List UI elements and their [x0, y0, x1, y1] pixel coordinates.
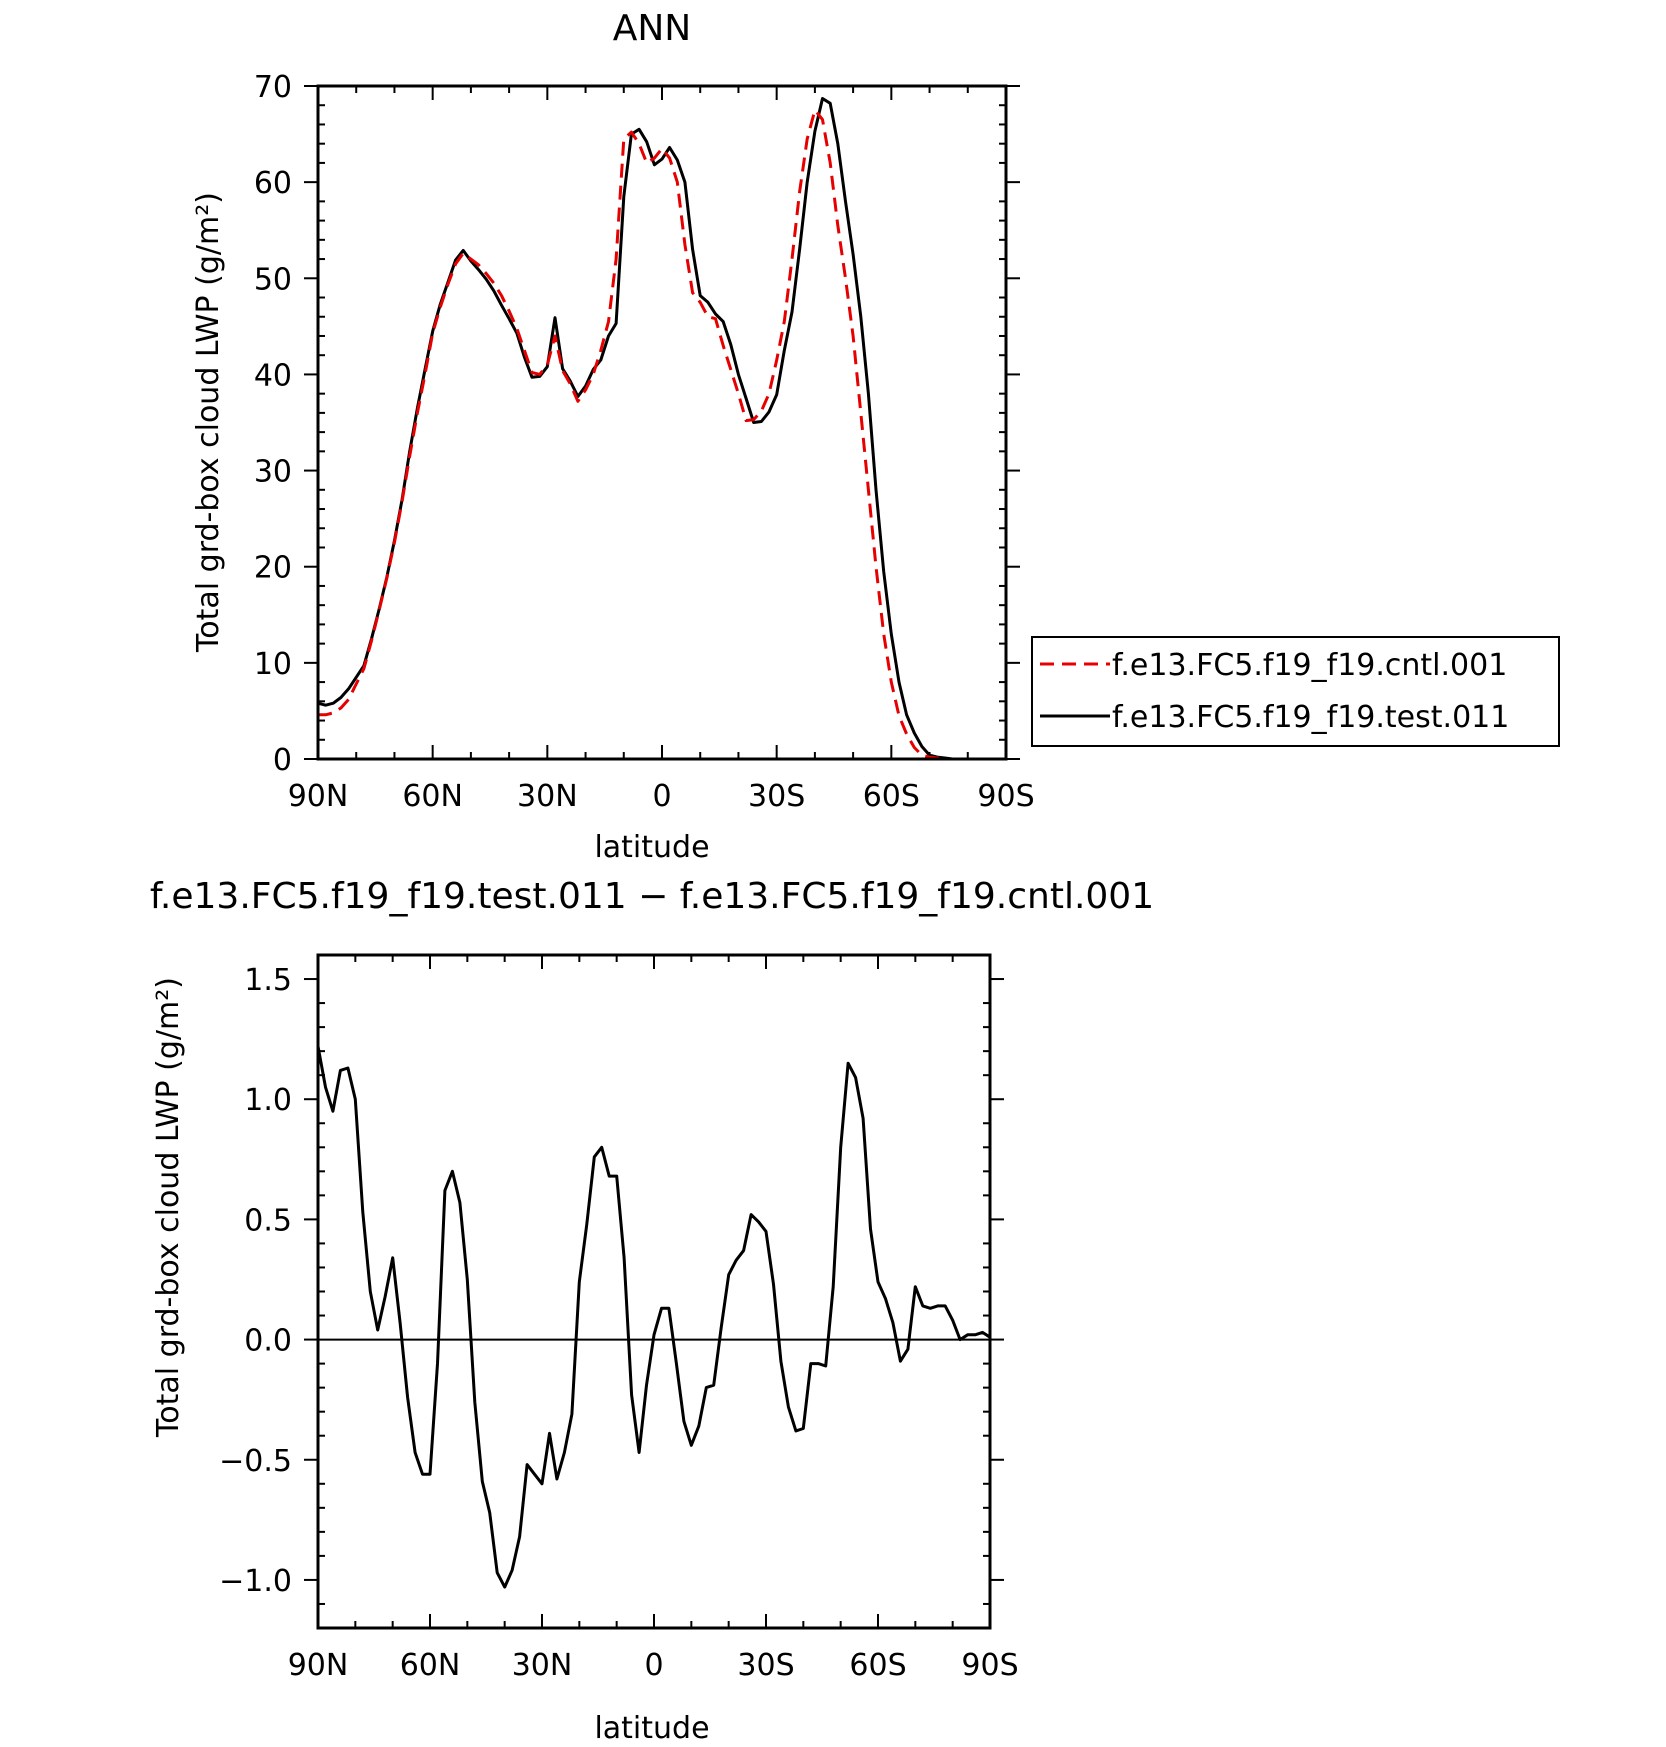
y-tick-label: 10 — [254, 647, 292, 682]
x-tick-label: 60N — [402, 779, 463, 814]
top-panel: ANN Total grd-box cloud LWP (g/m²) latit… — [191, 8, 1560, 865]
x-tick-label: 30S — [748, 779, 805, 814]
x-tick-label: 90N — [288, 1648, 349, 1683]
y-tick-label: 30 — [254, 455, 292, 490]
y-tick-label: 1.5 — [244, 963, 292, 998]
bottom-plot-frame — [316, 953, 992, 1630]
x-tick-label: 30S — [737, 1648, 794, 1683]
x-tick-label: 30N — [512, 1648, 573, 1683]
bottom-x-axis-label: latitude — [594, 1711, 709, 1746]
x-tick-label: 60N — [400, 1648, 461, 1683]
top-tick-labels: 90N 60N 30N 0 30S 60S 90S 0 10 20 30 40 50 60 70 — [254, 70, 1035, 814]
y-tick-label: 40 — [254, 358, 292, 393]
x-tick-label: 60S — [863, 779, 920, 814]
top-series-group — [317, 97, 1006, 761]
bottom-series-group — [316, 1046, 991, 1589]
y-tick-label: 0.0 — [244, 1324, 292, 1359]
x-tick-label: 30N — [517, 779, 578, 814]
bottom-tick-labels: 90N 60N 30N 0 30S 60S 90S −1.0 −0.5 0.0 0.5 1.0 1.5 — [219, 963, 1018, 1683]
series-line-0 — [316, 1046, 991, 1589]
y-tick-label: 1.0 — [244, 1083, 292, 1118]
series-line-1 — [318, 108, 1006, 761]
y-tick-label: 0.5 — [244, 1203, 292, 1238]
y-tick-label: 50 — [254, 262, 292, 297]
x-tick-label: 90S — [977, 779, 1034, 814]
x-tick-label: 90S — [961, 1648, 1018, 1683]
top-x-axis-label: latitude — [594, 830, 709, 865]
top-axis-ticks — [304, 85, 1020, 760]
top-chart-title: ANN — [613, 8, 692, 49]
y-tick-label: −0.5 — [219, 1444, 292, 1479]
x-tick-label: 60S — [849, 1648, 906, 1683]
top-y-axis-label: Total grd-box cloud LWP (g/m²) — [191, 192, 226, 653]
x-tick-label: 0 — [652, 779, 671, 814]
x-tick-label: 90N — [288, 779, 349, 814]
y-tick-label: 60 — [254, 166, 292, 201]
legend-label-test: f.e13.FC5.f19_f19.test.011 — [1112, 700, 1509, 735]
y-tick-label: 70 — [254, 70, 292, 105]
y-tick-label: −1.0 — [219, 1564, 292, 1599]
legend: f.e13.FC5.f19_f19.cntl.001 f.e13.FC5.f19… — [1031, 636, 1560, 747]
bottom-y-axis-label: Total grd-box cloud LWP (g/m²) — [151, 977, 186, 1438]
bottom-chart-title: f.e13.FC5.f19_f19.test.011 − f.e13.FC5.f… — [150, 876, 1154, 917]
y-tick-label: 20 — [254, 551, 292, 586]
top-plot-frame — [316, 84, 1008, 761]
x-tick-label: 0 — [644, 1648, 663, 1683]
bottom-axis-ticks — [304, 954, 1004, 1629]
y-tick-label: 0 — [273, 743, 292, 778]
legend-box — [1031, 636, 1560, 747]
series-line-0 — [317, 97, 1006, 761]
legend-label-cntl: f.e13.FC5.f19_f19.cntl.001 — [1112, 648, 1507, 683]
bottom-panel: f.e13.FC5.f19_f19.test.011 − f.e13.FC5.f… — [150, 876, 1154, 1746]
